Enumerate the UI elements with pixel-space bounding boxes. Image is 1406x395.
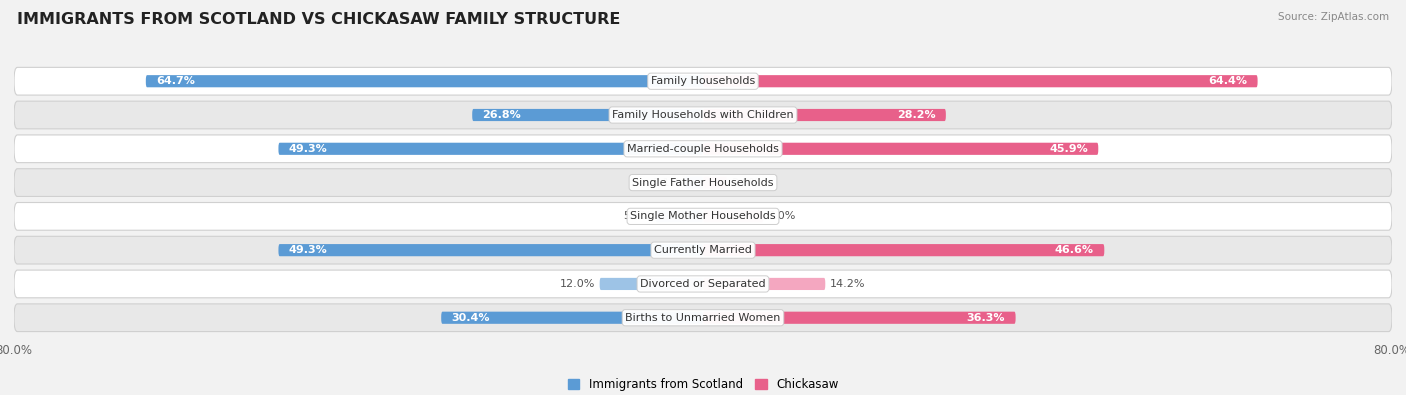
Text: 5.5%: 5.5%	[623, 211, 651, 221]
Text: 28.2%: 28.2%	[897, 110, 935, 120]
FancyBboxPatch shape	[14, 135, 1392, 163]
Text: 49.3%: 49.3%	[288, 144, 328, 154]
Text: Single Father Households: Single Father Households	[633, 178, 773, 188]
Text: Single Mother Households: Single Mother Households	[630, 211, 776, 221]
FancyBboxPatch shape	[703, 177, 727, 189]
FancyBboxPatch shape	[472, 109, 703, 121]
FancyBboxPatch shape	[14, 304, 1392, 331]
Text: 36.3%: 36.3%	[967, 313, 1005, 323]
FancyBboxPatch shape	[14, 68, 1392, 95]
FancyBboxPatch shape	[703, 75, 1257, 87]
Text: 45.9%: 45.9%	[1049, 144, 1088, 154]
FancyBboxPatch shape	[278, 143, 703, 155]
Text: 2.1%: 2.1%	[652, 178, 681, 188]
Text: 12.0%: 12.0%	[560, 279, 595, 289]
FancyBboxPatch shape	[703, 210, 763, 222]
FancyBboxPatch shape	[703, 312, 1015, 324]
FancyBboxPatch shape	[14, 203, 1392, 230]
Text: 46.6%: 46.6%	[1054, 245, 1094, 255]
FancyBboxPatch shape	[685, 177, 703, 189]
Text: 14.2%: 14.2%	[830, 279, 865, 289]
Text: Family Households with Children: Family Households with Children	[612, 110, 794, 120]
FancyBboxPatch shape	[14, 270, 1392, 298]
Text: 49.3%: 49.3%	[288, 245, 328, 255]
Text: Currently Married: Currently Married	[654, 245, 752, 255]
FancyBboxPatch shape	[703, 143, 1098, 155]
FancyBboxPatch shape	[14, 101, 1392, 129]
Text: 30.4%: 30.4%	[451, 313, 491, 323]
Text: 64.7%: 64.7%	[156, 76, 195, 86]
Text: 64.4%: 64.4%	[1208, 76, 1247, 86]
Text: Family Households: Family Households	[651, 76, 755, 86]
Text: Births to Unmarried Women: Births to Unmarried Women	[626, 313, 780, 323]
Text: 7.0%: 7.0%	[768, 211, 796, 221]
FancyBboxPatch shape	[146, 75, 703, 87]
Text: Divorced or Separated: Divorced or Separated	[640, 279, 766, 289]
Text: Source: ZipAtlas.com: Source: ZipAtlas.com	[1278, 12, 1389, 22]
FancyBboxPatch shape	[703, 109, 946, 121]
FancyBboxPatch shape	[599, 278, 703, 290]
FancyBboxPatch shape	[278, 244, 703, 256]
Text: Married-couple Households: Married-couple Households	[627, 144, 779, 154]
FancyBboxPatch shape	[703, 244, 1104, 256]
FancyBboxPatch shape	[703, 278, 825, 290]
Text: 2.8%: 2.8%	[731, 178, 759, 188]
FancyBboxPatch shape	[441, 312, 703, 324]
FancyBboxPatch shape	[655, 210, 703, 222]
FancyBboxPatch shape	[14, 169, 1392, 196]
FancyBboxPatch shape	[14, 236, 1392, 264]
Text: 26.8%: 26.8%	[482, 110, 522, 120]
Legend: Immigrants from Scotland, Chickasaw: Immigrants from Scotland, Chickasaw	[562, 373, 844, 395]
Text: IMMIGRANTS FROM SCOTLAND VS CHICKASAW FAMILY STRUCTURE: IMMIGRANTS FROM SCOTLAND VS CHICKASAW FA…	[17, 12, 620, 27]
